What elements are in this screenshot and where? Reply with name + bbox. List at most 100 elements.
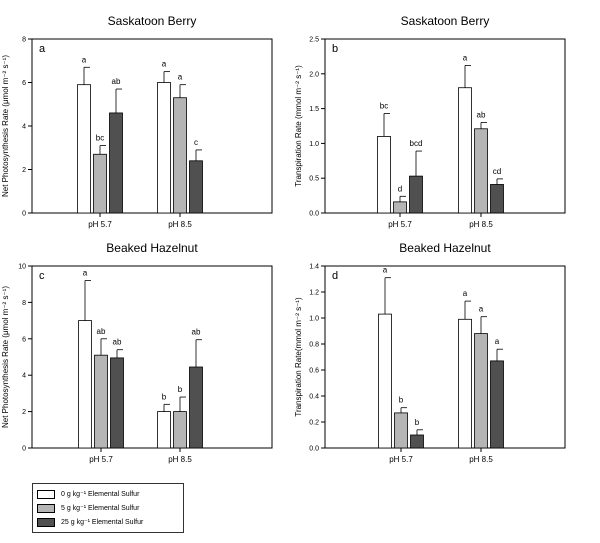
bar [157, 82, 171, 214]
x-tick-label: pH 8.5 [469, 220, 493, 229]
significance-label: ab [477, 111, 486, 120]
significance-label: a [463, 289, 468, 298]
y-axis-label: Transpiration Rate (mmol m⁻² s⁻¹) [294, 65, 303, 187]
y-tick-label: 1.4 [309, 264, 319, 271]
y-tick-label: 0.5 [309, 176, 319, 183]
bar [394, 412, 408, 449]
significance-label: ab [192, 328, 201, 337]
significance-label: c [194, 138, 198, 147]
y-axis-label: Net Photosynthesis Rate (μmol m⁻² s⁻¹) [1, 286, 10, 428]
significance-label: b [162, 392, 167, 401]
y-axis-label: Transpiration Rate(mmol m⁻² s⁻¹) [294, 297, 303, 417]
y-tick-label: 1.0 [309, 141, 319, 148]
bar [94, 354, 108, 449]
bar [410, 434, 424, 449]
x-tick-label: pH 5.7 [89, 455, 113, 464]
y-tick-label: 2.0 [309, 71, 319, 78]
bar [474, 333, 488, 449]
y-tick-label: 0 [22, 446, 26, 453]
bar [458, 87, 472, 214]
bar [157, 411, 171, 449]
bar [189, 160, 203, 214]
significance-label: bcd [410, 139, 423, 148]
panel-label: a [39, 43, 46, 55]
y-tick-label: 0.4 [309, 394, 319, 401]
bar [173, 97, 187, 214]
bar [93, 153, 107, 214]
x-tick-label: pH 5.7 [389, 455, 413, 464]
bar [189, 366, 203, 449]
y-tick-label: 0.0 [309, 446, 319, 453]
bar [110, 357, 124, 449]
x-tick-label: pH 8.5 [168, 455, 192, 464]
panel-label: d [332, 270, 338, 282]
significance-label: a [463, 53, 468, 62]
bar [77, 84, 91, 214]
significance-label: b [178, 385, 183, 394]
legend-label: 5 g kg⁻¹ Elemental Sulfur [61, 505, 140, 512]
x-tick-label: pH 8.5 [469, 455, 493, 464]
legend-label: 25 g kg⁻¹ Elemental Sulfur [61, 519, 144, 526]
y-tick-label: 4 [22, 373, 26, 380]
bar [458, 318, 472, 449]
bar [409, 175, 423, 214]
chart-panel-c: Beaked Hazelnut c 0 2 4 6 8 10 Net Photosynthesi… [1, 241, 273, 464]
y-tick-label: 1.5 [309, 106, 319, 113]
legend-swatch-5 [37, 503, 55, 513]
legend-item: 0 g kg⁻¹ Elemental Sulfur [37, 487, 179, 501]
x-tick-label: pH 5.7 [88, 220, 112, 229]
x-tick-label: pH 8.5 [168, 220, 192, 229]
y-tick-label: 0.6 [309, 368, 319, 375]
significance-label: ab [113, 338, 122, 347]
significance-label: bc [380, 101, 388, 110]
y-tick-label: 4 [22, 124, 26, 131]
significance-label: bc [96, 134, 104, 143]
y-tick-label: 2 [22, 167, 26, 174]
chart-panel-d: Beaked Hazelnut d 0.0 0.2 0.4 0.6 0.8 1.0 1.2 1.4… [294, 241, 566, 464]
significance-label: a [162, 60, 167, 69]
bar [474, 128, 488, 214]
legend-item: 25 g kg⁻¹ Elemental Sulfur [37, 515, 179, 529]
y-tick-label: 10 [18, 264, 26, 271]
significance-label: a [83, 269, 88, 278]
significance-label: a [479, 305, 484, 314]
legend: 0 g kg⁻¹ Elemental Sulfur 5 g kg⁻¹ Eleme… [32, 483, 184, 533]
plot-frame [324, 265, 566, 449]
y-tick-label: 6 [22, 80, 26, 87]
significance-label: ab [97, 327, 106, 336]
chart-title: Saskatoon Berry [401, 14, 490, 28]
legend-swatch-0 [37, 489, 55, 499]
chart-panel-a: Saskatoon Berry a 0 2 4 6 8 Net Photosynthesis … [1, 14, 273, 229]
bar [109, 112, 123, 214]
y-axis-label: Net Photosynthesis Rate (μmol m⁻² s⁻¹) [1, 55, 10, 197]
bar [173, 411, 187, 449]
legend-label: 0 g kg⁻¹ Elemental Sulfur [61, 491, 140, 498]
bar [378, 313, 392, 449]
y-tick-label: 1.0 [309, 316, 319, 323]
chart-title: Beaked Hazelnut [106, 241, 198, 255]
legend-swatch-25 [37, 517, 55, 527]
y-tick-label: 0.0 [309, 211, 319, 218]
significance-label: cd [493, 167, 501, 176]
y-tick-label: 6 [22, 336, 26, 343]
y-tick-label: 8 [22, 37, 26, 44]
chart-title: Saskatoon Berry [108, 14, 197, 28]
panel-label: b [332, 43, 338, 55]
chart-title: Beaked Hazelnut [399, 241, 491, 255]
y-tick-label: 0.2 [309, 420, 319, 427]
y-tick-label: 8 [22, 300, 26, 307]
significance-label: a [495, 337, 500, 346]
bar [393, 201, 407, 214]
y-tick-label: 0.8 [309, 342, 319, 349]
plot-frame [31, 265, 273, 449]
y-tick-label: 2 [22, 409, 26, 416]
bar [377, 136, 391, 214]
significance-label: d [398, 184, 402, 193]
plot-frame [324, 38, 566, 214]
bar [490, 184, 504, 214]
bar [490, 360, 504, 449]
significance-label: b [399, 396, 404, 405]
legend-item: 5 g kg⁻¹ Elemental Sulfur [37, 501, 179, 515]
significance-label: a [82, 55, 87, 64]
